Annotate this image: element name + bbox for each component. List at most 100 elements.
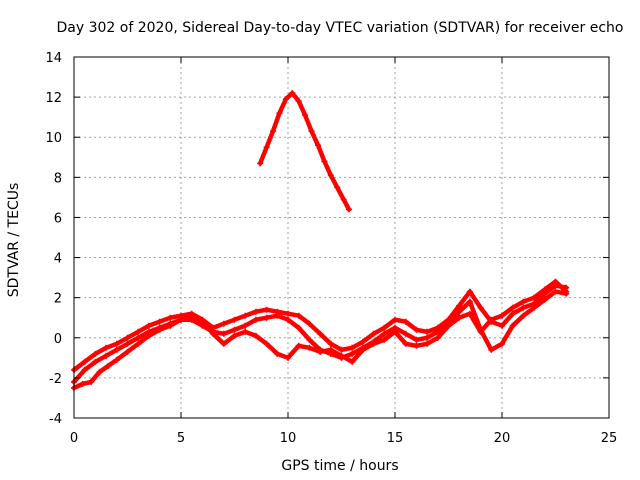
data-point	[188, 314, 195, 321]
data-point	[359, 346, 366, 353]
x-tick-label: 20	[494, 431, 511, 446]
data-point	[381, 324, 388, 331]
data-point	[124, 340, 131, 347]
data-point	[167, 314, 174, 321]
data-point	[113, 346, 120, 353]
y-tick-label: 6	[54, 211, 62, 226]
data-point	[424, 334, 431, 341]
data-point	[113, 356, 120, 363]
y-tick-label: -2	[49, 372, 62, 387]
data-point	[124, 348, 131, 355]
data-point	[135, 340, 142, 347]
data-point	[295, 342, 302, 349]
data-point	[531, 304, 538, 311]
data-point	[263, 340, 270, 347]
data-point	[276, 110, 283, 117]
data-point	[220, 320, 227, 327]
data-point	[242, 322, 249, 329]
x-tick-label: 25	[601, 431, 618, 446]
data-point	[520, 304, 527, 311]
data-point	[349, 344, 356, 351]
y-tick-label: 10	[45, 131, 62, 146]
data-point	[263, 314, 270, 321]
data-point	[306, 336, 313, 343]
data-point	[231, 316, 238, 323]
data-point	[220, 330, 227, 337]
data-point	[321, 158, 328, 165]
data-point	[402, 340, 409, 347]
data-series	[71, 90, 570, 391]
data-point	[270, 128, 277, 135]
series-line	[257, 90, 352, 212]
data-point	[541, 296, 548, 303]
data-point	[103, 352, 110, 359]
data-point	[345, 206, 352, 213]
data-point	[135, 334, 142, 341]
y-tick-label: 12	[45, 91, 62, 106]
data-point	[370, 340, 377, 347]
data-point	[466, 298, 473, 305]
series-track-c	[71, 278, 570, 391]
data-point	[295, 324, 302, 331]
x-tick-label: 5	[177, 431, 185, 446]
data-point	[289, 90, 296, 97]
series-line	[71, 283, 569, 373]
data-point	[306, 344, 313, 351]
data-point	[520, 312, 527, 319]
data-point	[308, 128, 315, 135]
data-point	[381, 330, 388, 337]
data-point	[252, 332, 259, 339]
data-point	[499, 312, 505, 319]
x-tick-label: 10	[280, 431, 297, 446]
data-point	[274, 350, 281, 357]
data-point	[413, 326, 420, 333]
data-point	[456, 314, 463, 321]
data-point	[477, 328, 484, 335]
y-tick-label: 4	[54, 252, 62, 267]
series-line	[71, 279, 569, 391]
data-point	[488, 346, 495, 353]
data-point	[285, 354, 291, 361]
data-point	[156, 318, 163, 325]
data-point	[156, 326, 163, 333]
data-point	[434, 328, 441, 335]
data-point	[145, 332, 152, 339]
data-point	[477, 304, 484, 311]
chart-title: Day 302 of 2020, Sidereal Day-to-day VTE…	[57, 20, 624, 36]
data-point	[327, 172, 334, 179]
data-point	[349, 350, 356, 357]
data-point	[145, 322, 152, 329]
data-point	[541, 286, 548, 293]
data-point	[314, 142, 321, 149]
data-point	[92, 358, 99, 365]
data-point	[274, 312, 281, 319]
axis-ticks: 0 5 10 15 20 25 -4 -2 0 2 4 6 8 10 12 14	[45, 51, 617, 446]
data-point	[456, 308, 463, 315]
series-track-a	[71, 282, 570, 373]
data-point	[327, 346, 334, 353]
data-point	[349, 358, 356, 365]
data-point	[424, 328, 431, 335]
data-point	[199, 318, 206, 325]
data-point	[413, 342, 420, 349]
data-point	[509, 310, 516, 317]
data-point	[81, 358, 88, 365]
grid	[74, 57, 609, 418]
y-axis-label: SDTVAR / TECUs	[6, 183, 22, 298]
data-point	[295, 312, 302, 319]
data-point	[392, 328, 398, 335]
data-point	[413, 336, 420, 343]
data-point	[402, 330, 409, 337]
data-point	[282, 96, 289, 103]
y-tick-label: -4	[49, 412, 62, 427]
x-axis-label: GPS time / hours	[281, 458, 398, 474]
data-point	[178, 316, 184, 323]
data-point	[327, 340, 334, 347]
data-point	[252, 316, 259, 323]
data-point	[499, 322, 505, 329]
data-point	[340, 196, 347, 203]
data-point	[338, 346, 345, 353]
data-point	[402, 318, 409, 325]
data-point	[509, 304, 516, 311]
data-point	[499, 340, 505, 347]
